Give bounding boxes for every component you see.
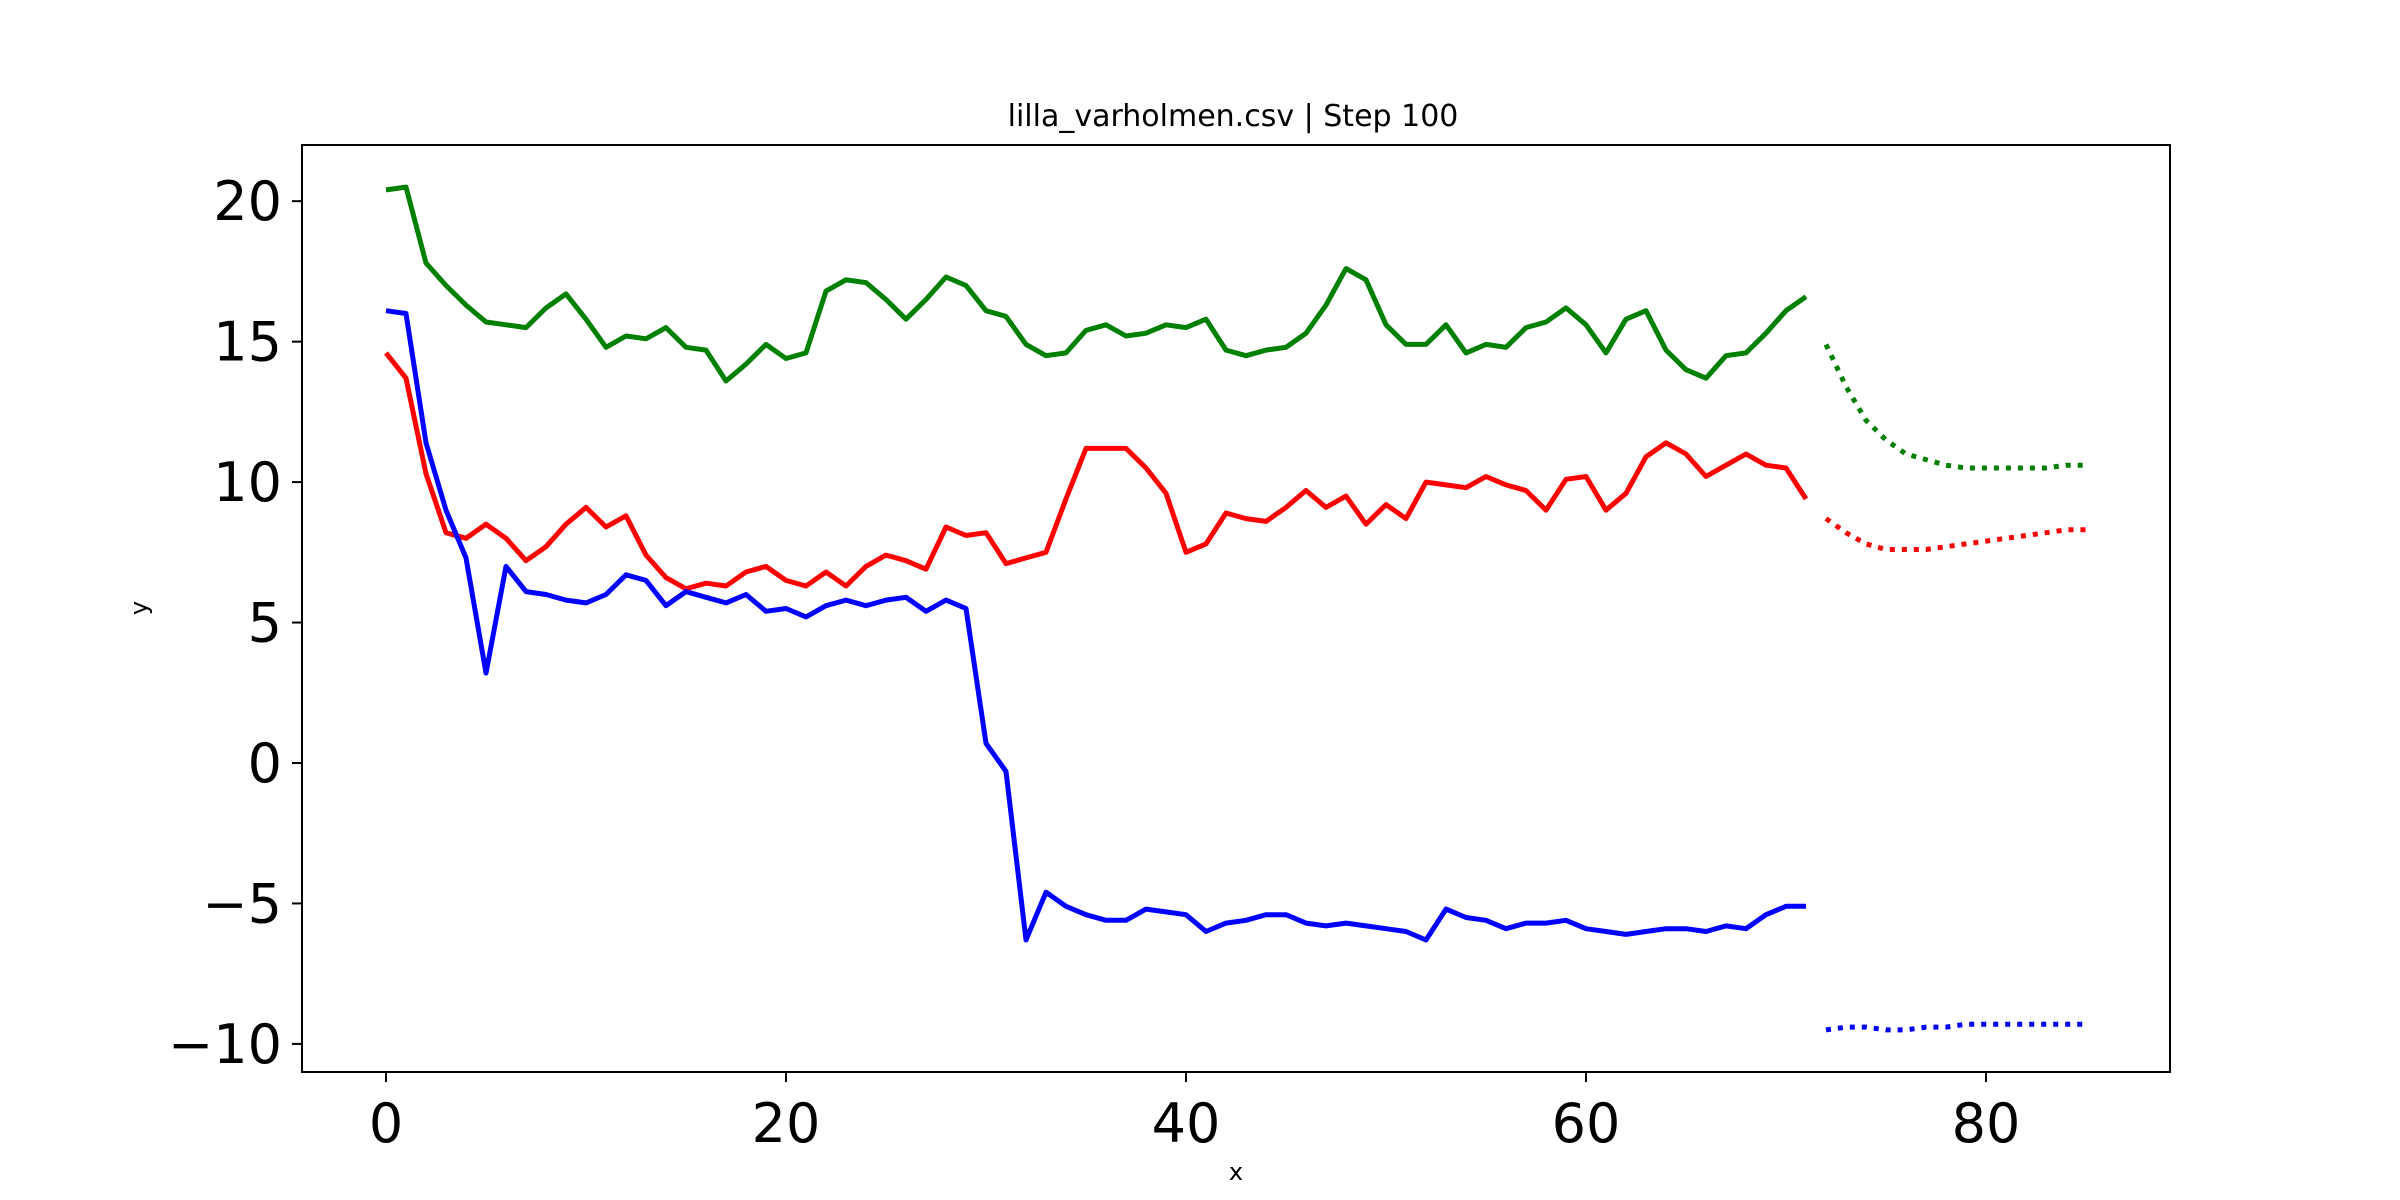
series-line-1 [384,351,1809,592]
y-tick-label: 5 [248,592,282,655]
x-tick-label: 0 [369,1092,403,1155]
y-tick-label: 10 [213,451,282,514]
y-tick-label: 20 [213,170,282,233]
series-line-3 [1823,343,2086,471]
series-layer [384,184,2086,1033]
y-tick-label: 15 [213,311,282,374]
series-line-5 [1825,1021,2086,1033]
plot-frame [301,144,2171,1073]
y-tick-label: 0 [248,732,282,795]
chart-title: lilla_varholmen.csv | Step 100 [1008,99,1459,134]
x-tick-label: 60 [1552,1092,1621,1155]
y-tick-label: −10 [168,1013,282,1076]
y-axis: −10 −5 0 5 10 15 20 [168,170,302,1076]
series-line-0 [385,184,1808,384]
x-tick-label: 80 [1952,1092,2021,1155]
x-axis: 0 20 40 60 80 [369,1072,2021,1155]
series-line-4 [1824,516,2086,552]
y-axis-label: y [125,601,153,615]
x-tick-label: 40 [1152,1092,1221,1155]
y-tick-label: −5 [202,872,282,935]
x-tick-label: 20 [752,1092,821,1155]
x-axis-label: x [1229,1158,1243,1186]
series-line-2 [385,308,1806,943]
